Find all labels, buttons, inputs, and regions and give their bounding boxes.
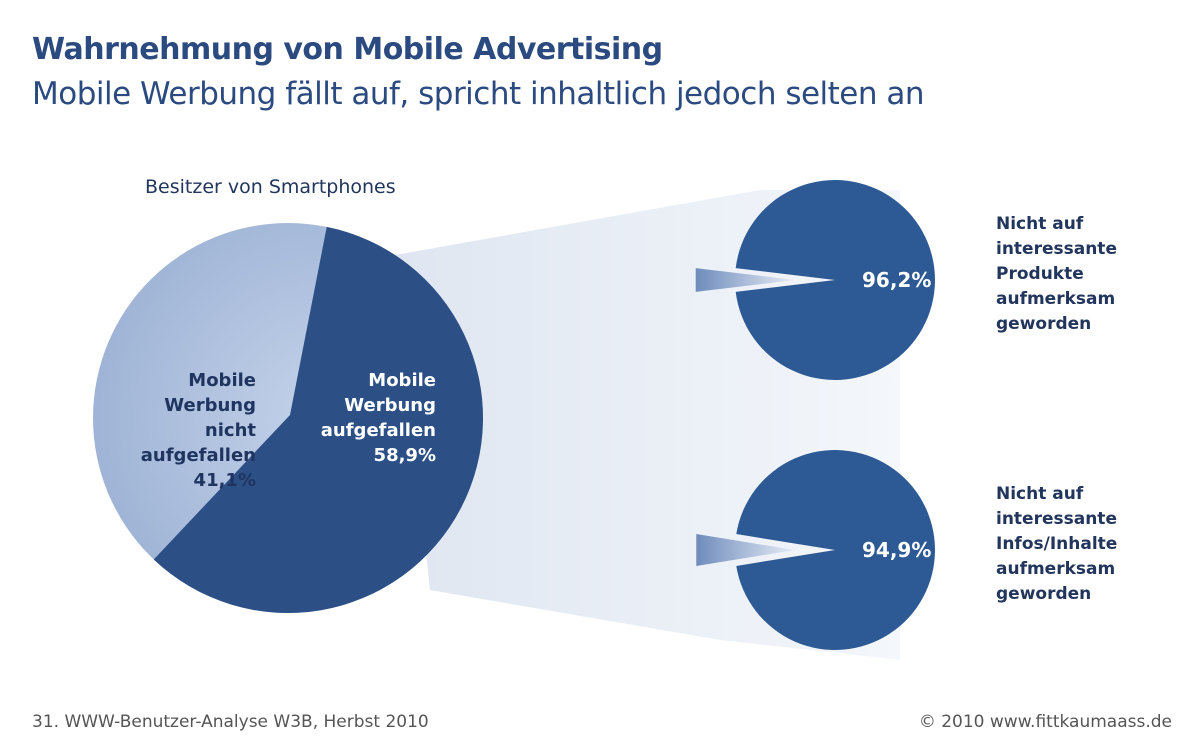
pie2-legend: Nicht auf interessante Infos/Inhalte auf…	[996, 484, 1118, 604]
pie-slice-exploded	[696, 534, 795, 566]
slice-label-not-noticed: Mobile Werbung nicht aufgefallen 41,1%	[140, 370, 256, 491]
pie-slice-exploded	[695, 268, 795, 292]
pie2-value-label: 94,9%	[862, 538, 932, 562]
pie-slice-main	[735, 180, 935, 380]
source-note: 31. WWW-Benutzer-Analyse W3B, Herbst 201…	[32, 712, 429, 732]
pie-slice-main	[736, 450, 936, 650]
pie1-legend: Nicht auf interessante Produkte aufmerks…	[996, 214, 1117, 334]
copyright-note: © 2010 www.fittkaumaass.de	[918, 712, 1172, 732]
chart-subtitle: Mobile Werbung fällt auf, spricht inhalt…	[32, 76, 925, 112]
main-pie-title: Besitzer von Smartphones	[145, 176, 396, 198]
slice-label-noticed: Mobile Werbung aufgefallen 58,9%	[320, 370, 436, 466]
chart-title: Wahrnehmung von Mobile Advertising	[32, 32, 663, 67]
pie1-value-label: 96,2%	[862, 268, 932, 292]
pie-slice-noticed	[153, 226, 483, 613]
